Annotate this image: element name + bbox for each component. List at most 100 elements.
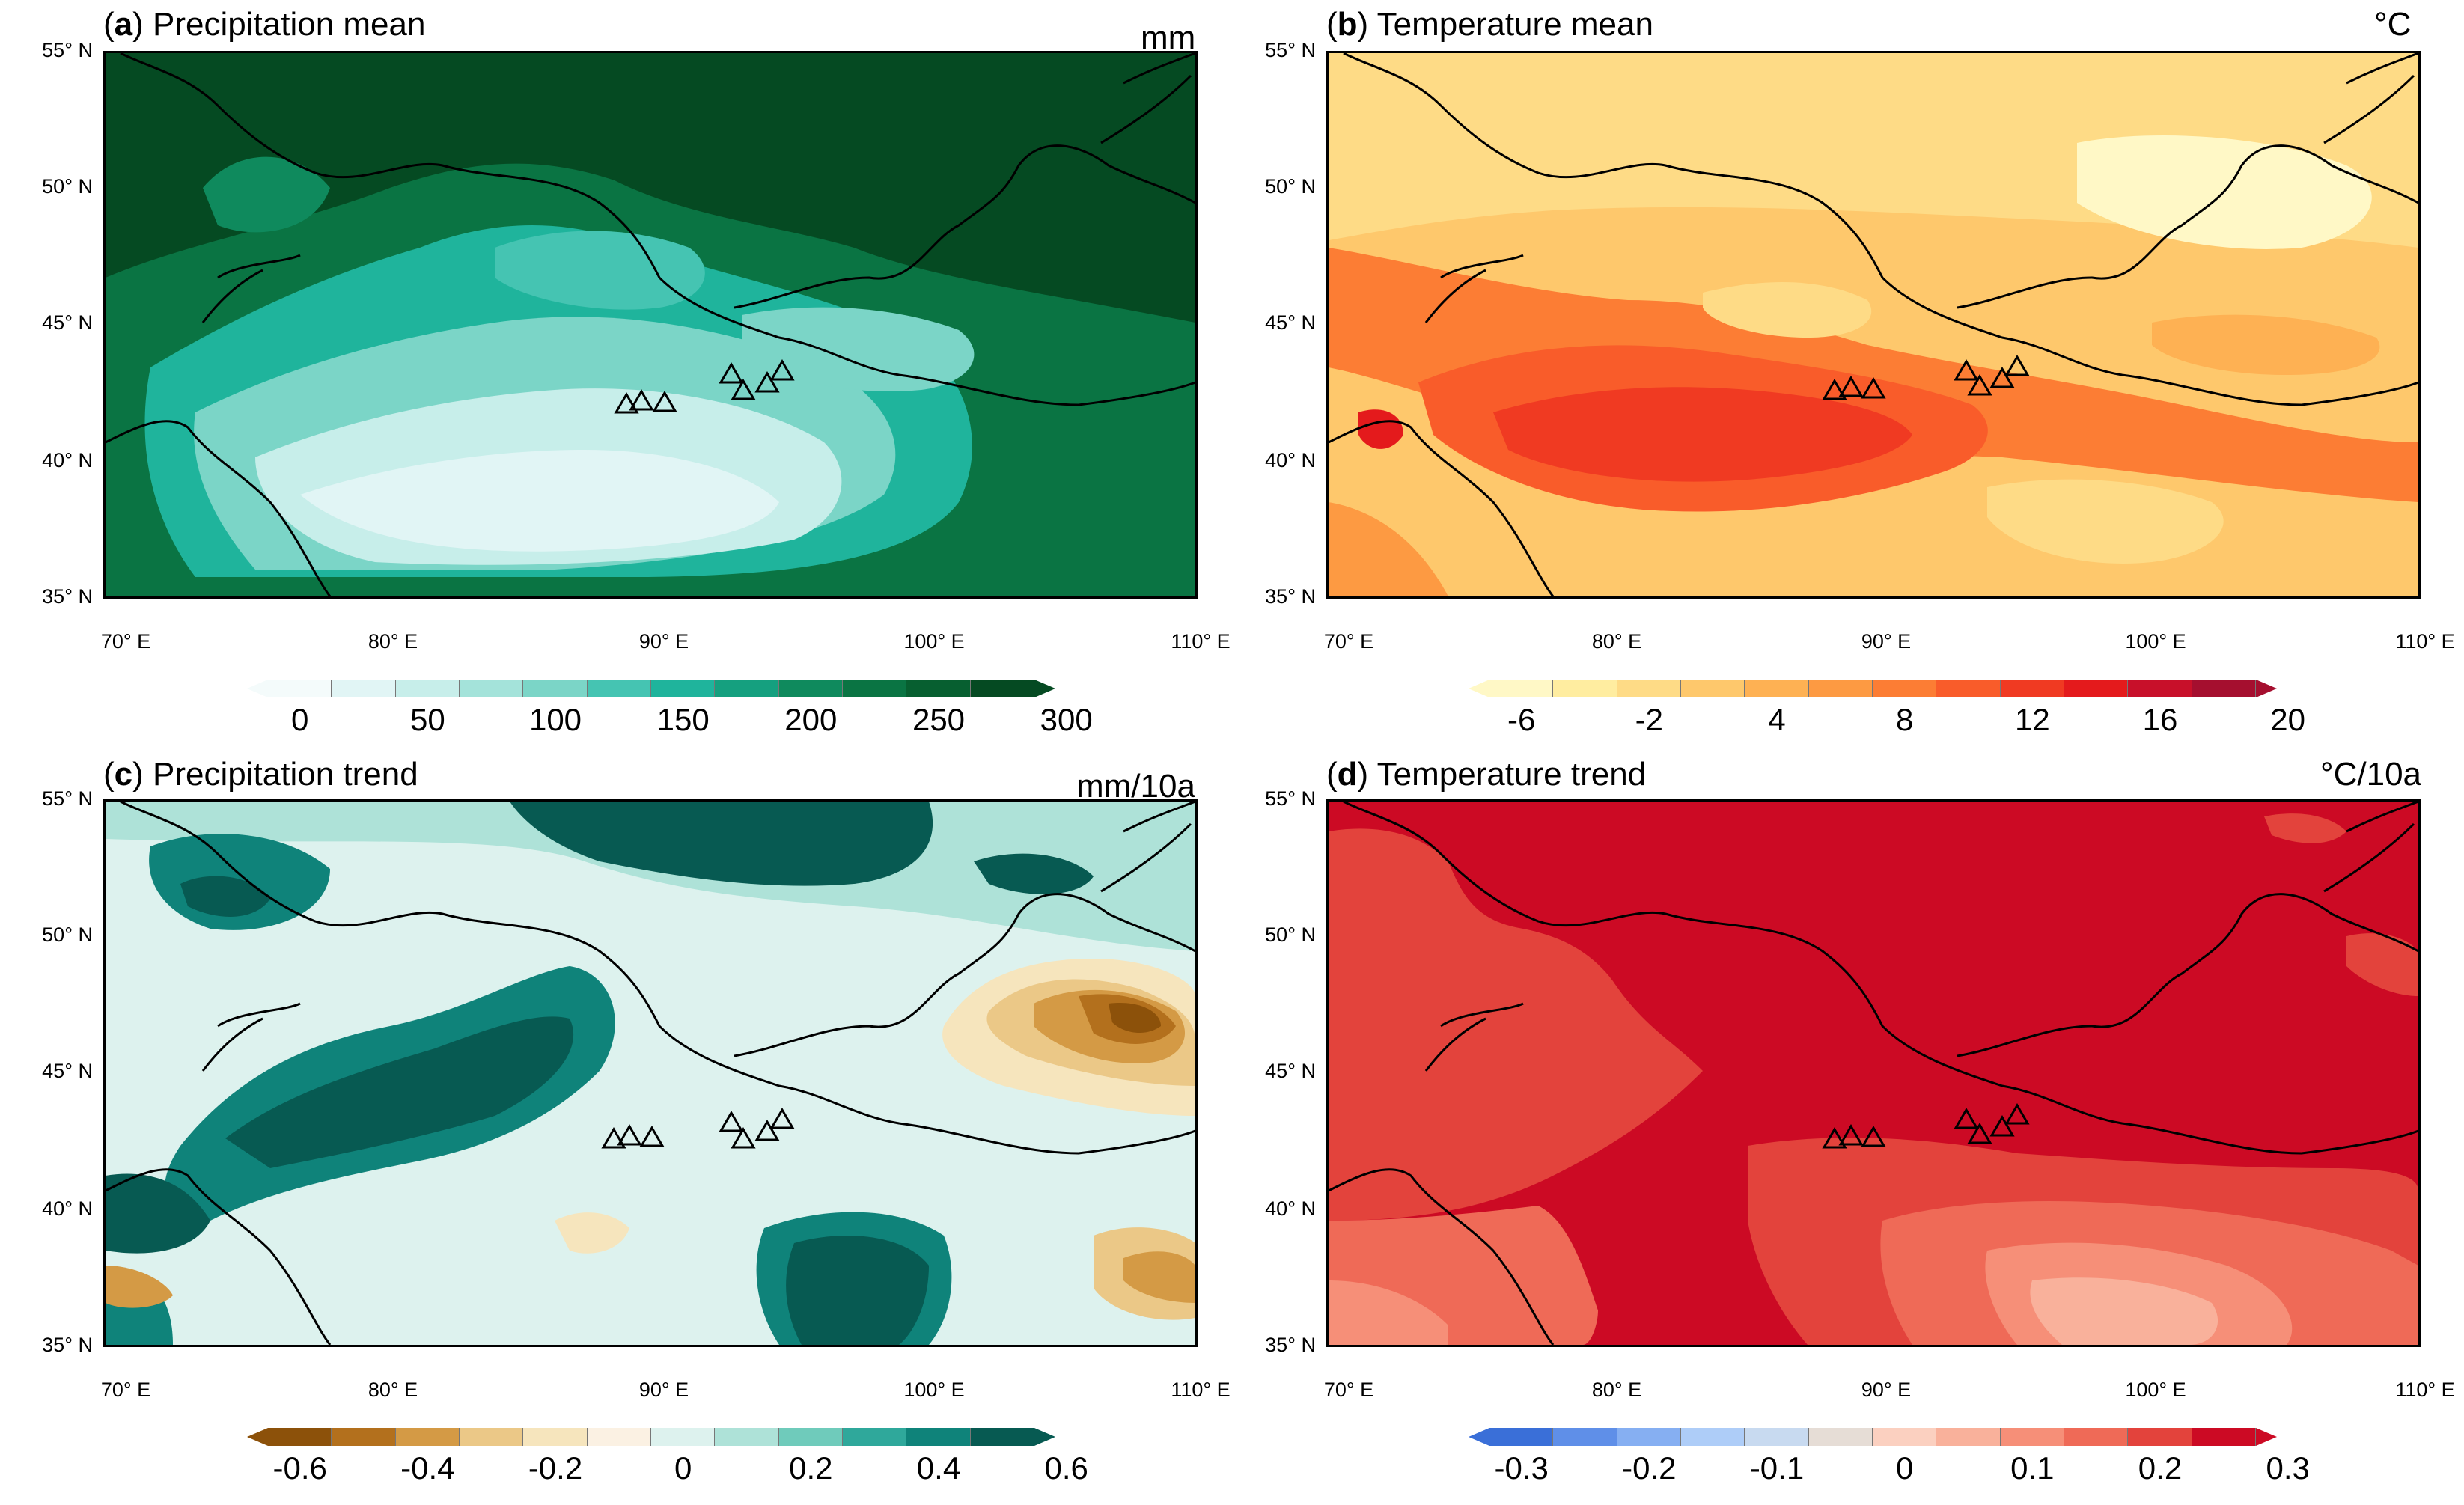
temperature-mean-map (1326, 51, 2421, 599)
panel-d-xlabel-90: 90° E (1861, 1379, 1912, 1401)
panel-b-xlabel-80: 80° E (1591, 630, 1642, 653)
panel-a-ylabel-35: 35° N (42, 585, 93, 608)
panel-c-colorbar (247, 1428, 1055, 1446)
colorbar-segment (2128, 1428, 2192, 1446)
panel-a-xlabel-70: 70° E (100, 630, 151, 653)
colorbar-label: 0 (674, 1450, 692, 1486)
panel-a-colorbar (247, 680, 1055, 697)
colorbar-label: -2 (1635, 702, 1664, 737)
colorbar-segment (268, 1428, 332, 1446)
colorbar-label: 16 (2142, 702, 2178, 737)
colorbar-segment (1553, 680, 1617, 697)
colorbar-segment (1745, 1428, 1809, 1446)
panel-a-xlabel-90: 90° E (638, 630, 689, 653)
panel-d-unit: °C/10a (2320, 756, 2422, 793)
colorbar-label: 100 (528, 702, 582, 737)
colorbar-label: 300 (1040, 702, 1093, 737)
colorbar-label: -0.3 (1494, 1450, 1549, 1486)
panel-b-ylabel-40: 40° N (1265, 449, 1316, 471)
panel-d-ylabel-45: 45° N (1265, 1060, 1316, 1082)
colorbar-segment (1808, 1428, 1873, 1446)
colorbar-label: -0.6 (272, 1450, 327, 1486)
colorbar-high-arrow (1034, 1428, 1055, 1446)
panel-a-xlabel-100: 100° E (903, 630, 965, 653)
colorbar-segment (523, 680, 588, 697)
panel-a-ylabel-50: 50° N (42, 175, 93, 198)
colorbar-segment (1680, 1428, 1745, 1446)
colorbar-label: -0.4 (400, 1450, 455, 1486)
panel-a-ylabel-40: 40° N (42, 449, 93, 471)
panel-a-ylabel-45: 45° N (42, 311, 93, 334)
panel-c-xlabel-90: 90° E (638, 1379, 689, 1401)
colorbar-label: 0.4 (916, 1450, 961, 1486)
colorbar-segment (1872, 1428, 1937, 1446)
colorbar-label: -0.2 (1622, 1450, 1677, 1486)
colorbar-label: 0.3 (2266, 1450, 2310, 1486)
panel-b-xlabel-110: 110° E (2395, 630, 2455, 653)
colorbar-label: -0.2 (528, 1450, 583, 1486)
colorbar-segment (715, 680, 779, 697)
panel-c-ylabel-40: 40° N (42, 1197, 93, 1220)
colorbar-label: 0.1 (2010, 1450, 2055, 1486)
precipitation-trend-map (103, 799, 1198, 1347)
colorbar-low-arrow (247, 1428, 268, 1446)
panel-c-unit: mm/10a (1076, 768, 1195, 805)
panel-a-title: (a) Precipitation mean (103, 6, 426, 43)
colorbar-segment (778, 1428, 843, 1446)
panel-a-unit: mm (1141, 19, 1196, 56)
panel-a-xlabel-80: 80° E (368, 630, 418, 653)
panel-d-ylabel-50: 50° N (1265, 924, 1316, 946)
colorbar-segment (1489, 680, 1554, 697)
colorbar-label: 0 (1895, 1450, 1914, 1486)
colorbar-segment (1745, 680, 1809, 697)
colorbar-segment (2192, 680, 2256, 697)
colorbar-segment (395, 1428, 460, 1446)
colorbar-label: -6 (1507, 702, 1536, 737)
panel-c-xlabel-100: 100° E (903, 1379, 965, 1401)
panel-d-xlabel-110: 110° E (2395, 1379, 2455, 1401)
panel-a-xlabel-110: 110° E (1171, 630, 1231, 653)
panel-a-ylabel-55: 55° N (42, 39, 93, 61)
colorbar-segment (332, 680, 396, 697)
colorbar-segment (2064, 680, 2129, 697)
panel-d-title: (d) Temperature trend (1326, 756, 1647, 793)
colorbar-low-arrow (1469, 680, 1489, 697)
colorbar-segment (2000, 1428, 2064, 1446)
colorbar-label: 12 (2014, 702, 2050, 737)
colorbar-segment (1872, 680, 1937, 697)
panel-c-ylabel-35: 35° N (42, 1334, 93, 1356)
colorbar-segment (459, 1428, 524, 1446)
colorbar-segment (395, 680, 460, 697)
panel-d-ylabel-40: 40° N (1265, 1197, 1316, 1220)
colorbar-segment (1808, 680, 1873, 697)
panel-d-xlabel-100: 100° E (2125, 1379, 2186, 1401)
colorbar-label: -0.1 (1749, 1450, 1805, 1486)
panel-b-ylabel-45: 45° N (1265, 311, 1316, 334)
panel-d-ylabel-35: 35° N (1265, 1334, 1316, 1356)
panel-d-ylabel-55: 55° N (1265, 787, 1316, 810)
colorbar-high-arrow (2255, 1428, 2277, 1446)
colorbar-segment (1680, 680, 1745, 697)
colorbar-label: 0.6 (1044, 1450, 1088, 1486)
panel-c-title: (c) Precipitation trend (103, 756, 418, 793)
colorbar-label: 0 (290, 702, 309, 737)
colorbar-segment (2128, 680, 2192, 697)
panel-d-xlabel-70: 70° E (1323, 1379, 1374, 1401)
colorbar-segment (650, 1428, 716, 1446)
panel-b-ylabel-35: 35° N (1265, 585, 1316, 608)
panel-c-ylabel-55: 55° N (42, 787, 93, 810)
colorbar-label: 8 (1895, 702, 1914, 737)
panel-d-xlabel-80: 80° E (1591, 1379, 1642, 1401)
colorbar-segment (970, 680, 1034, 697)
panel-b-title: (b) Temperature mean (1326, 6, 1653, 43)
panel-b-unit: °C (2374, 6, 2412, 43)
colorbar-segment (1617, 680, 1681, 697)
panel-c-xlabel-70: 70° E (100, 1379, 151, 1401)
panel-c-xlabel-110: 110° E (1171, 1379, 1231, 1401)
colorbar-segment (587, 1428, 651, 1446)
colorbar-segment (842, 1428, 907, 1446)
colorbar-segment (906, 1428, 971, 1446)
colorbar-segment (1936, 680, 2001, 697)
panel-c-xlabel-80: 80° E (368, 1379, 418, 1401)
colorbar-segment (970, 1428, 1034, 1446)
